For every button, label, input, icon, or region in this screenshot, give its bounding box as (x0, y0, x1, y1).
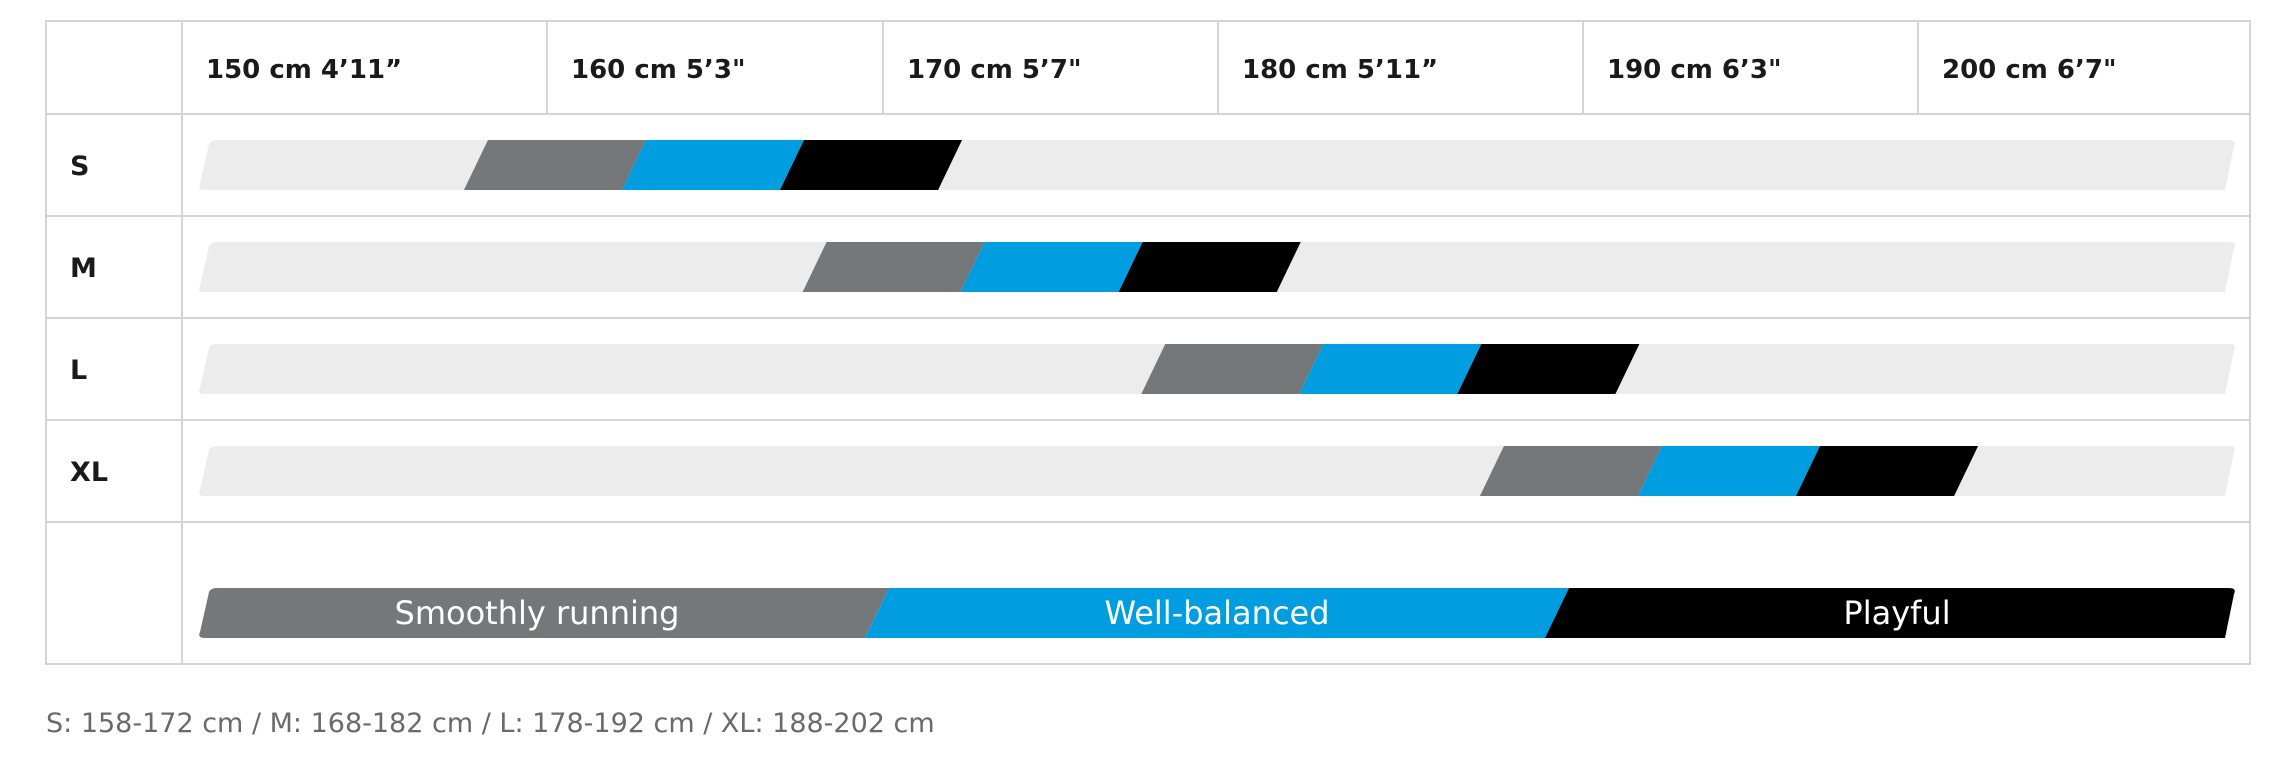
size-segment-smoothly-running (1479, 446, 1662, 496)
table-frame (45, 20, 2251, 665)
size-label: M (70, 253, 97, 284)
size-segment-playful (1118, 242, 1301, 292)
size-label: XL (70, 457, 108, 488)
legend-label: Smoothly running (395, 594, 680, 632)
header-label: 170 cm 5’7" (907, 55, 1081, 85)
legend-swatch (865, 588, 1569, 638)
legend-label: Well-balanced (1104, 594, 1329, 632)
size-label: L (70, 355, 87, 386)
header-label: 150 cm 4’11” (206, 55, 402, 85)
size-chart: 150 cm 4’11” 160 cm 5’3" 170 cm 5’7" 180 cm… (45, 20, 2251, 665)
legend-label: Playful (1843, 594, 1950, 632)
size-segment-well-balanced (1299, 344, 1482, 394)
size-segment-well-balanced (1637, 446, 1821, 496)
header-label: 190 cm 6’3" (1607, 55, 1781, 85)
legend-swatch (199, 588, 889, 638)
size-segment-smoothly-running (1141, 344, 1324, 394)
size-segment-well-balanced (960, 242, 1143, 292)
size-segment-smoothly-running (802, 242, 985, 292)
size-segment-well-balanced (621, 140, 805, 190)
size-label: S (70, 151, 89, 182)
legend-swatch (1545, 588, 2235, 638)
size-segment-smoothly-running (463, 140, 646, 190)
size-segment-playful (780, 140, 963, 190)
size-segment-playful (1796, 446, 1979, 496)
header-label: 180 cm 5’11” (1242, 55, 1438, 85)
header-label: 200 cm 6’7" (1942, 55, 2116, 85)
header-label: 160 cm 5’3" (571, 55, 745, 85)
size-footnote: S: 158-172 cm / M: 168-182 cm / L: 178-1… (46, 708, 935, 739)
size-segment-playful (1457, 344, 1640, 394)
